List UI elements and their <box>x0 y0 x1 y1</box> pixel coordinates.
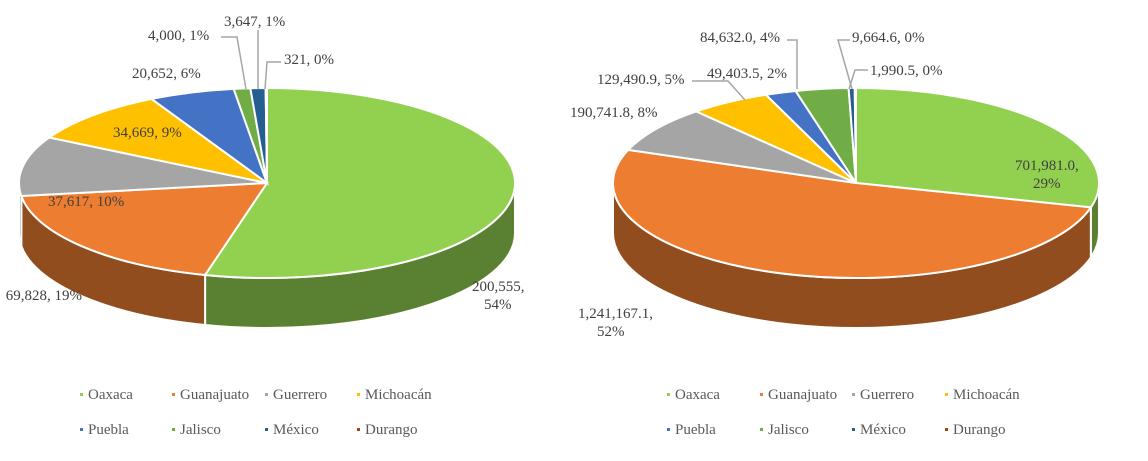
data-label: 3,647, 1% <box>224 14 285 30</box>
legend-marker <box>760 393 763 396</box>
legend-marker <box>852 428 855 431</box>
legend-marker <box>667 393 670 396</box>
data-label: 29% <box>1033 176 1061 192</box>
legend-item: Durango <box>953 422 1006 438</box>
data-label: 1,241,167.1, <box>578 306 653 322</box>
data-label: 4,000, 1% <box>148 28 209 44</box>
legend-item: Oaxaca <box>675 387 720 403</box>
legend-item: Michoacán <box>365 387 432 403</box>
legend-marker <box>357 393 360 396</box>
leader-line <box>837 39 853 90</box>
legend-marker <box>945 428 948 431</box>
leader-line <box>221 36 247 90</box>
legend-marker <box>172 428 175 431</box>
pie-slice-durango <box>853 86 857 184</box>
pie-slice-guerrero <box>626 110 857 184</box>
legend-marker <box>265 393 268 396</box>
legend-marker <box>667 428 670 431</box>
data-label: 200,555, <box>472 279 525 295</box>
legend-item: Puebla <box>88 422 129 438</box>
data-label: 190,741.8, 8% <box>570 105 658 121</box>
data-label: 49,403.5, 2% <box>707 66 787 82</box>
data-label: 129,490.9, 5% <box>597 72 685 88</box>
leader-line <box>848 69 868 90</box>
leader-line <box>264 61 281 90</box>
pie-chart-1: 200,555, 54% 69,828, 19% 37,617, 10% 34,669,… <box>6 14 525 438</box>
data-label: 54% <box>484 297 512 313</box>
data-label: 9,664.6, 0% <box>852 30 925 46</box>
pie-slice-guanajuato <box>612 148 1093 279</box>
legend-item: Guanajuato <box>768 387 837 403</box>
legend-marker <box>80 393 83 396</box>
legend-item: Jalisco <box>768 422 809 438</box>
pie-slice-oaxaca <box>203 86 516 279</box>
pie-slice-durango <box>264 86 268 184</box>
data-label: 84,632.0, 4% <box>700 30 780 46</box>
pie-slice-guanajuato <box>19 181 269 277</box>
data-label: 20,652, 6% <box>132 66 201 82</box>
data-label: 52% <box>597 324 625 340</box>
legend-item: Durango <box>365 422 418 438</box>
legend-item: Guanajuato <box>180 387 249 403</box>
pie-slice-michoacán <box>46 97 268 184</box>
legend-item: Puebla <box>675 422 716 438</box>
legend-item: Jalisco <box>180 422 221 438</box>
legend-marker <box>945 393 948 396</box>
legend-item: Guerrero <box>273 387 327 403</box>
legend-marker <box>265 428 268 431</box>
legend-marker <box>80 428 83 431</box>
legend-item: Michoacán <box>953 387 1020 403</box>
data-label: 34,669, 9% <box>113 125 182 141</box>
legend-marker <box>852 393 855 396</box>
legend-marker <box>172 393 175 396</box>
data-label: 37,617, 10% <box>48 194 124 210</box>
legend-item: México <box>273 422 319 438</box>
pie-slice-guerrero <box>18 136 268 197</box>
data-label: 69,828, 19% <box>6 288 82 304</box>
pie-slice-oaxaca <box>855 86 1100 209</box>
data-label: 701,981.0, <box>1015 158 1079 174</box>
legend-marker <box>357 428 360 431</box>
data-label: 321, 0% <box>284 52 334 68</box>
pie-chart-2: 701,981.0, 29% 1,241,167.1, 52% 190,741.8, 8… <box>570 30 1100 438</box>
legend-marker <box>760 428 763 431</box>
leader-line <box>787 39 798 89</box>
leader-line <box>692 80 746 101</box>
data-label: 1,990.5, 0% <box>870 63 943 79</box>
legend-item: Oaxaca <box>88 387 133 403</box>
legend-item: México <box>860 422 906 438</box>
legend-item: Guerrero <box>860 387 914 403</box>
